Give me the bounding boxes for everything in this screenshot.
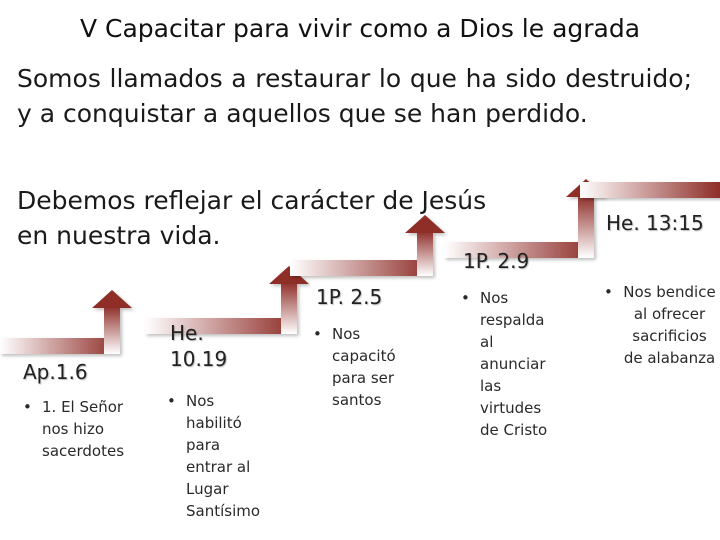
step-5-bullet: • <box>604 283 613 301</box>
step-2-reference-text: He. 10.19 <box>170 321 228 371</box>
step-3-bullet: • <box>313 325 322 343</box>
step-5-reference: He. 13:15 <box>606 210 706 236</box>
step-4-text: Nos respalda al anunciar las virtudes de… <box>480 289 548 439</box>
step-5-reference-text: He. 13:15 <box>606 211 704 235</box>
step-2-bullet: • <box>167 392 176 410</box>
step-3-text: Nos capacitó para ser santos <box>332 325 396 409</box>
paragraph-reflect-line-1: Debemos reflejar el carácter de Jesús <box>17 186 487 215</box>
step-3-description: • Nos capacitó para ser santos <box>313 323 403 411</box>
step-1-bullet: • <box>23 398 32 416</box>
stair-step-2 <box>145 266 309 334</box>
paragraph-reflect-line-2: en nuestra vida. <box>17 221 221 250</box>
step-2-reference: He. 10.19 <box>170 320 260 372</box>
stair-step-5 <box>580 182 720 198</box>
step-1-reference: Ap.1.6 <box>23 360 88 384</box>
slide-title: V Capacitar para vivir como a Dios le ag… <box>79 14 641 43</box>
step-1-description: • 1. El Señor nos hizo sacerdotes <box>23 396 135 462</box>
step-5-text: Nos bendice al ofrecer sacrificios de al… <box>623 283 716 367</box>
step-3-reference: 1P. 2.5 <box>316 285 383 309</box>
step-2-description: • Nos habilitó para entrar al Lugar Sant… <box>167 390 269 522</box>
stair-step-1 <box>0 290 132 354</box>
paragraph-reflect: Debemos reflejar el carácter de Jesús en… <box>17 183 692 253</box>
step-4-reference: 1P. 2.9 <box>463 249 530 273</box>
step-2-text: Nos habilitó para entrar al Lugar Santís… <box>186 392 261 520</box>
step-5-description: • Nos bendice al ofrecer sacrificios de … <box>604 281 716 369</box>
stair-step-3 <box>290 215 445 276</box>
step-4-description: • Nos respalda al anunciar las virtudes … <box>461 287 561 441</box>
paragraph-restore: Somos llamados a restaurar lo que ha sid… <box>17 64 692 128</box>
step-4-bullet: • <box>461 289 470 307</box>
step-1-text: 1. El Señor nos hizo sacerdotes <box>42 398 125 460</box>
